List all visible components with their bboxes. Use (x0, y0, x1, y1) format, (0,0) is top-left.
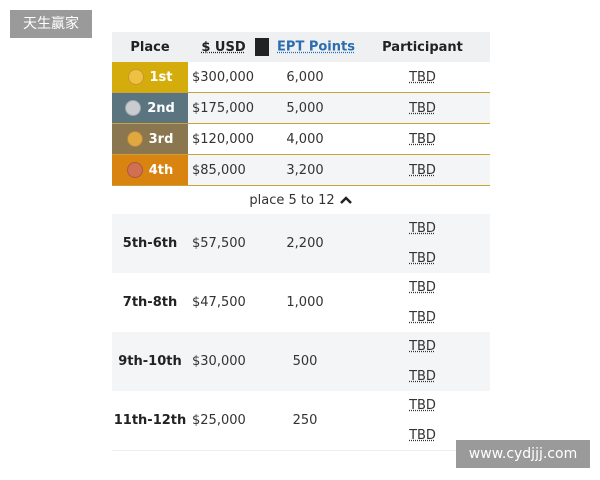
points-cell: 3,200 (286, 162, 324, 178)
table-row: 2nd $175,000 5,000 TBD (112, 93, 490, 124)
participant-link[interactable]: TBD (409, 131, 436, 147)
participant-link[interactable]: TBD (409, 162, 436, 178)
place-cell: 4th (112, 155, 188, 185)
toggle-places-button[interactable]: place 5 to 12 (112, 186, 490, 214)
points-cell: 1,000 (286, 295, 324, 310)
table-row: 4th $85,000 3,200 TBD (112, 155, 490, 186)
usd-cell: $30,000 (192, 354, 246, 369)
points-cell: 5,000 (286, 100, 324, 116)
participant-link[interactable]: TBD (409, 69, 436, 85)
points-cell: 6,000 (286, 69, 324, 85)
usd-cell: $57,500 (192, 236, 246, 251)
medal-icon (125, 100, 142, 116)
participant-link[interactable]: TBD (409, 280, 436, 296)
participant-link[interactable]: TBD (409, 221, 436, 237)
participant-link[interactable]: TBD (409, 250, 436, 266)
header-usd[interactable]: $ USD (201, 39, 246, 55)
participant-link[interactable]: TBD (409, 309, 436, 325)
ept-logo-icon (255, 38, 270, 56)
place-label: 1st (149, 69, 173, 85)
usd-cell: $175,000 (192, 100, 255, 116)
points-cell: 250 (292, 413, 318, 428)
header-place: Place (130, 39, 170, 55)
place-cell: 2nd (112, 93, 188, 123)
medal-icon (127, 69, 144, 85)
toggle-label: place 5 to 12 (249, 192, 335, 208)
place-cell: 11th-12th (113, 413, 187, 428)
header-participant: Participant (382, 39, 463, 55)
place-label: 3rd (148, 131, 174, 147)
usd-cell: $85,000 (192, 162, 246, 178)
participant-link[interactable]: TBD (409, 398, 436, 414)
usd-cell: $25,000 (192, 413, 246, 428)
chevron-up-icon (339, 196, 352, 204)
table-row: 11th-12th $25,000 250 TBD TBD (112, 391, 490, 450)
usd-cell: $120,000 (192, 131, 255, 147)
points-cell: 500 (292, 354, 318, 369)
place-cell: 7th-8th (122, 295, 178, 310)
participant-link[interactable]: TBD (409, 368, 436, 384)
usd-cell: $47,500 (192, 295, 246, 310)
place-cell: 1st (112, 62, 188, 92)
table-row: 1st $300,000 6,000 TBD (112, 62, 490, 93)
payout-table: Place $ USD EPT Points Participant 1st $… (112, 32, 490, 451)
place-label: 4th (148, 162, 174, 178)
table-row: 5th-6th $57,500 2,200 TBD TBD (112, 214, 490, 273)
participant-link[interactable]: TBD (409, 427, 436, 443)
watermark-top-left: 天生赢家 (10, 10, 92, 38)
usd-cell: $300,000 (192, 69, 255, 85)
participant-link[interactable]: TBD (409, 339, 436, 355)
place-cell: 5th-6th (122, 236, 178, 251)
table-row: 7th-8th $47,500 1,000 TBD TBD (112, 273, 490, 332)
table-row: 9th-10th $30,000 500 TBD TBD (112, 332, 490, 391)
points-cell: 2,200 (286, 236, 324, 251)
header-ept-points-link[interactable]: EPT Points (277, 39, 355, 55)
table-row: 3rd $120,000 4,000 TBD (112, 124, 490, 155)
place-cell: 9th-10th (118, 354, 182, 369)
medal-icon (126, 162, 143, 178)
place-label: 2nd (147, 100, 175, 116)
points-cell: 4,000 (286, 131, 324, 147)
watermark-bottom-right: www.cydjjj.com (456, 440, 590, 468)
table-header: Place $ USD EPT Points Participant (112, 32, 490, 62)
medal-icon (126, 131, 143, 147)
place-cell: 3rd (112, 124, 188, 154)
participant-link[interactable]: TBD (409, 100, 436, 116)
